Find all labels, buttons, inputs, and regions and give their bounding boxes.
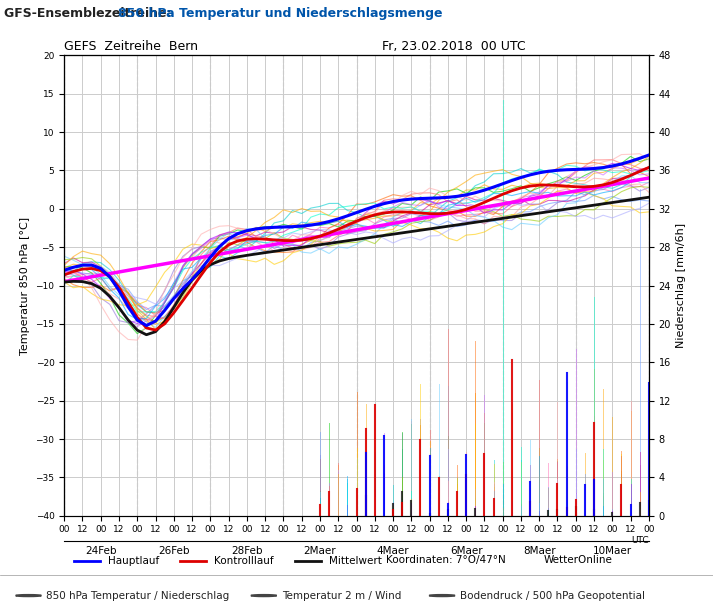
- Text: GFS-Ensemblezeitreihe:: GFS-Ensemblezeitreihe:: [4, 7, 175, 20]
- Legend: Hauptlauf, Kontrolllauf, Mittelwert: Hauptlauf, Kontrolllauf, Mittelwert: [69, 552, 386, 570]
- Text: 850 hPa Temperatur und Niederschlagsmenge: 850 hPa Temperatur und Niederschlagsmeng…: [118, 7, 442, 20]
- Text: Temperatur 2 m / Wind: Temperatur 2 m / Wind: [282, 591, 401, 600]
- Y-axis label: Niederschlag [mm/6h]: Niederschlag [mm/6h]: [677, 223, 687, 348]
- Text: 850 hPa Temperatur / Niederschlag: 850 hPa Temperatur / Niederschlag: [46, 591, 230, 600]
- Text: WetterOnline: WetterOnline: [543, 555, 612, 565]
- Text: GEFS  Zeitreihe  Bern                                              Fr, 23.02.201: GEFS Zeitreihe Bern Fr, 23.02.201: [64, 40, 525, 53]
- Text: UTC: UTC: [631, 537, 649, 545]
- Circle shape: [21, 595, 36, 596]
- Text: Koordinaten: 7°O/47°N: Koordinaten: 7°O/47°N: [386, 555, 506, 565]
- Y-axis label: Temperatur 850 hPa [°C]: Temperatur 850 hPa [°C]: [20, 217, 30, 354]
- Text: Bodendruck / 500 hPa Geopotential: Bodendruck / 500 hPa Geopotential: [460, 591, 645, 600]
